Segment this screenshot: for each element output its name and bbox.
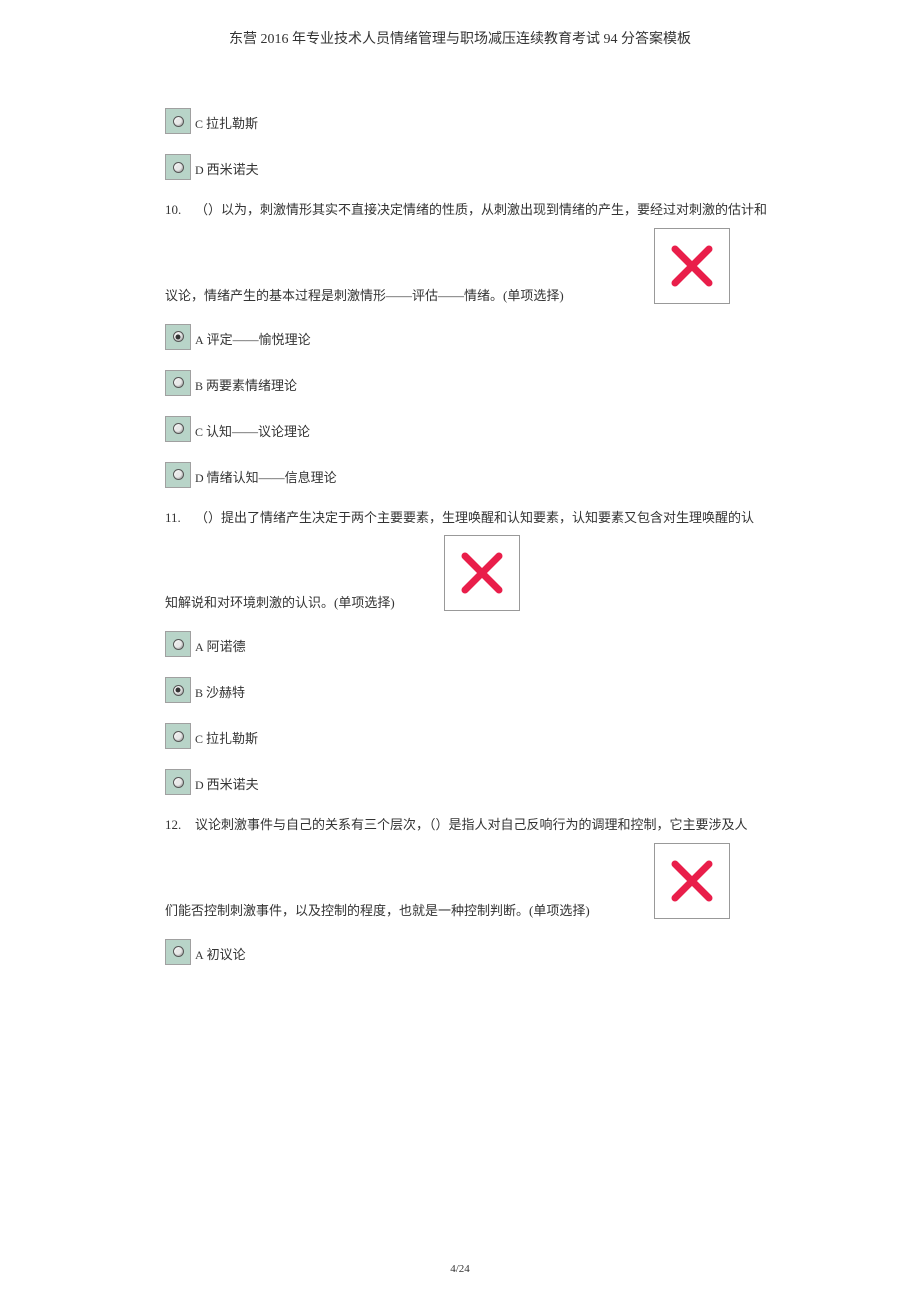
page-header: 东营 2016 年专业技术人员情绪管理与职场减压连续教育考试 94 分答案模板 (0, 0, 920, 108)
radio-circle-icon (173, 685, 184, 696)
option-text: 两要素情绪理论 (206, 375, 297, 394)
option-row: C 拉扎勒斯 (165, 723, 780, 749)
option-letter: D (195, 778, 204, 793)
option-row: B 沙赫特 (165, 677, 780, 703)
option-label: D 情绪认知——信息理论 (195, 467, 337, 488)
option-label: D 西米诺夫 (195, 774, 259, 795)
question-number: 10. (165, 200, 195, 220)
question-feedback-row: 知解说和对环境刺激的认识。(单项选择) (165, 535, 780, 611)
radio-button[interactable] (165, 677, 191, 703)
radio-button[interactable] (165, 939, 191, 965)
option-row: C 拉扎勒斯 (165, 108, 780, 134)
question-header: 10. （）以为，刺激情形其实不直接决定情绪的性质，从刺激出现到情绪的产生，要经… (165, 200, 780, 220)
question-text-line: （）提出了情绪产生决定于两个主要要素，生理唤醒和认知要素，认知要素又包含对生理唤… (195, 508, 780, 528)
radio-button[interactable] (165, 769, 191, 795)
radio-circle-icon (173, 423, 184, 434)
radio-circle-icon (173, 377, 184, 388)
option-label: A 评定——愉悦理论 (195, 329, 311, 350)
radio-button[interactable] (165, 723, 191, 749)
question-text-line: 们能否控制刺激事件，以及控制的程度，也就是一种控制判断。(单项选择) (165, 900, 634, 919)
option-row: C 认知——议论理论 (165, 416, 780, 442)
question-text-line: 议论刺激事件与自己的关系有三个层次，（）是指人对自己反响行为的调理和控制，它主要… (195, 815, 780, 835)
option-letter: A (195, 333, 204, 348)
radio-circle-icon (173, 162, 184, 173)
radio-circle-icon (173, 946, 184, 957)
radio-circle-icon (173, 331, 184, 342)
feedback-box (654, 843, 730, 919)
radio-circle-icon (173, 469, 184, 480)
question-text-line: （）以为，刺激情形其实不直接决定情绪的性质，从刺激出现到情绪的产生，要经过对刺激… (195, 200, 780, 220)
option-letter: B (195, 686, 203, 701)
option-letter: D (195, 163, 204, 178)
option-text: 初议论 (207, 944, 246, 963)
radio-circle-icon (173, 731, 184, 742)
option-label: D 西米诺夫 (195, 159, 259, 180)
content-area: C 拉扎勒斯 D 西米诺夫 10. （）以为，刺激情形其实不直接决定情绪的性质，… (0, 108, 920, 965)
option-text: 西米诺夫 (207, 159, 259, 178)
option-row: D 西米诺夫 (165, 154, 780, 180)
option-row: D 西米诺夫 (165, 769, 780, 795)
question-number: 11. (165, 508, 195, 528)
radio-button[interactable] (165, 416, 191, 442)
option-text: 沙赫特 (206, 682, 245, 701)
option-letter: C (195, 732, 203, 747)
question-header: 11. （）提出了情绪产生决定于两个主要要素，生理唤醒和认知要素，认知要素又包含… (165, 508, 780, 528)
radio-button[interactable] (165, 108, 191, 134)
option-row: B 两要素情绪理论 (165, 370, 780, 396)
radio-circle-icon (173, 639, 184, 650)
radio-circle-icon (173, 116, 184, 127)
option-text: 阿诺德 (207, 636, 246, 655)
wrong-icon (457, 548, 507, 598)
option-letter: B (195, 379, 203, 394)
option-text: 情绪认知——信息理论 (207, 467, 337, 486)
option-letter: D (195, 471, 204, 486)
radio-button[interactable] (165, 462, 191, 488)
page-number: 4/24 (450, 1263, 470, 1275)
option-row: A 评定——愉悦理论 (165, 324, 780, 350)
option-label: B 沙赫特 (195, 682, 245, 703)
radio-button[interactable] (165, 370, 191, 396)
feedback-box (444, 535, 520, 611)
option-text: 评定——愉悦理论 (207, 329, 311, 348)
option-text: 认知——议论理论 (206, 421, 310, 440)
option-label: B 两要素情绪理论 (195, 375, 297, 396)
option-letter: A (195, 640, 204, 655)
header-title: 东营 2016 年专业技术人员情绪管理与职场减压连续教育考试 94 分答案模板 (229, 32, 691, 47)
option-label: A 初议论 (195, 944, 246, 965)
option-text: 西米诺夫 (207, 774, 259, 793)
option-letter: C (195, 117, 203, 132)
question-number: 12. (165, 815, 195, 835)
option-row: A 阿诺德 (165, 631, 780, 657)
option-label: C 拉扎勒斯 (195, 728, 258, 749)
radio-button[interactable] (165, 631, 191, 657)
radio-circle-icon (173, 777, 184, 788)
option-label: C 拉扎勒斯 (195, 113, 258, 134)
wrong-icon (667, 241, 717, 291)
question-text-line: 知解说和对环境刺激的认识。(单项选择) (165, 592, 424, 611)
wrong-icon (667, 856, 717, 906)
option-letter: A (195, 948, 204, 963)
option-letter: C (195, 425, 203, 440)
question-text-line: 议论，情绪产生的基本过程是刺激情形——评估——情绪。(单项选择) (165, 285, 634, 304)
option-text: 拉扎勒斯 (206, 113, 258, 132)
page-footer: 4/24 (0, 1263, 920, 1275)
radio-button[interactable] (165, 324, 191, 350)
question-feedback-row: 议论，情绪产生的基本过程是刺激情形——评估——情绪。(单项选择) (165, 228, 780, 304)
option-text: 拉扎勒斯 (206, 728, 258, 747)
option-row: A 初议论 (165, 939, 780, 965)
feedback-box (654, 228, 730, 304)
question-header: 12. 议论刺激事件与自己的关系有三个层次，（）是指人对自己反响行为的调理和控制… (165, 815, 780, 835)
radio-button[interactable] (165, 154, 191, 180)
option-label: A 阿诺德 (195, 636, 246, 657)
question-feedback-row: 们能否控制刺激事件，以及控制的程度，也就是一种控制判断。(单项选择) (165, 843, 780, 919)
option-label: C 认知——议论理论 (195, 421, 310, 442)
option-row: D 情绪认知——信息理论 (165, 462, 780, 488)
